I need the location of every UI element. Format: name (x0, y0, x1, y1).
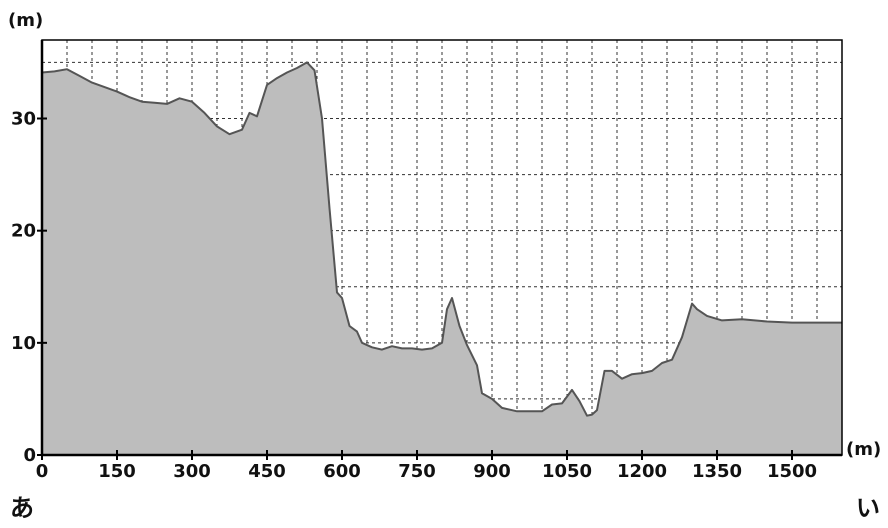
elevation-area (41, 61, 842, 456)
corner-label-right: い (856, 493, 880, 522)
y-axis-unit-label: (m) (8, 10, 43, 31)
x-tick-label: 750 (398, 461, 436, 482)
elevation-area-fill (42, 62, 842, 456)
x-tick-label: 600 (323, 461, 361, 482)
x-tick-label: 0 (36, 461, 49, 482)
x-tick-label: 1500 (767, 461, 817, 482)
x-tick-label: 900 (473, 461, 511, 482)
y-tick-label: 20 (11, 221, 36, 242)
y-tick-label: 30 (11, 109, 36, 130)
x-axis-unit-label: (m) (846, 439, 881, 460)
x-tick-label: 1050 (542, 461, 592, 482)
x-tick-label: 150 (98, 461, 136, 482)
x-tick-label: 450 (248, 461, 286, 482)
y-tick-label: 0 (23, 445, 36, 466)
elevation-line (41, 61, 842, 417)
x-tick-label: 1350 (692, 461, 742, 482)
axes (37, 39, 843, 460)
y-tick-label: 10 (11, 333, 36, 354)
x-tick-label: 1200 (617, 461, 667, 482)
corner-label-left: あ (10, 493, 34, 522)
x-tick-label: 300 (173, 461, 211, 482)
